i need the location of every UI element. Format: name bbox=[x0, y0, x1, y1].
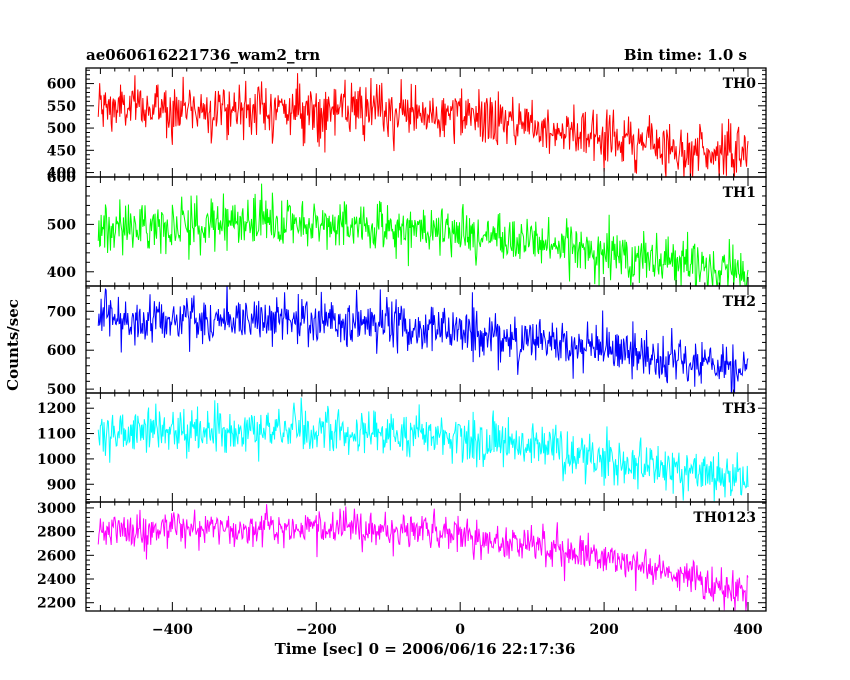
panel-th0: 400 450 500 550 600 TH0 bbox=[47, 67, 767, 182]
panel-th1: 400 500 600 TH1 bbox=[47, 170, 767, 287]
panel-th2: 500 600 700 TH2 bbox=[47, 285, 767, 398]
y-tick-label: 1100 bbox=[37, 427, 76, 443]
series-line-th3 bbox=[97, 397, 749, 502]
y-tick-label: 1000 bbox=[37, 452, 76, 468]
panel-th3: 900 1000 1100 1200 TH3 bbox=[37, 392, 767, 503]
y-tick-label: 2800 bbox=[37, 525, 76, 541]
y-tick-label: 600 bbox=[47, 343, 76, 359]
y-tick-label: 2400 bbox=[37, 572, 76, 588]
x-tick-label: −200 bbox=[296, 622, 337, 638]
series-line-th0 bbox=[97, 73, 749, 177]
x-tick-label: 400 bbox=[733, 622, 762, 638]
panels-group: 400 450 500 550 600 TH0 400 500 600 TH1 500 600 700 T… bbox=[37, 67, 767, 638]
y-tick-label: 600 bbox=[47, 170, 76, 186]
y-tick-label: 600 bbox=[47, 77, 76, 93]
y-tick-label: 500 bbox=[47, 217, 76, 233]
x-axis-label: Time [sec] 0 = 2006/06/16 22:17:36 bbox=[275, 640, 576, 658]
panel-label-th3: TH3 bbox=[723, 401, 756, 417]
y-tick-label: 500 bbox=[47, 121, 76, 137]
y-tick-label: 1200 bbox=[37, 401, 76, 417]
x-tick-label: 0 bbox=[455, 622, 465, 638]
panel-frame bbox=[85, 501, 767, 612]
y-axis-label: Counts/sec bbox=[4, 299, 22, 391]
y-tick-label: 400 bbox=[47, 166, 76, 182]
panel-frame bbox=[85, 392, 767, 503]
panel-label-th1: TH1 bbox=[723, 185, 756, 201]
panel-label-th0123: TH0123 bbox=[693, 510, 756, 526]
series-line-th0123 bbox=[97, 504, 749, 611]
y-tick-label: 900 bbox=[47, 477, 76, 493]
y-tick-label: 450 bbox=[47, 143, 76, 159]
y-tick-label: 550 bbox=[47, 99, 76, 115]
y-tick-label: 3000 bbox=[37, 501, 76, 517]
x-tick-label: −400 bbox=[152, 622, 193, 638]
panel-label-th0: TH0 bbox=[723, 76, 757, 92]
series-line-th1 bbox=[97, 183, 749, 286]
y-tick-label: 500 bbox=[47, 382, 76, 398]
series-line-th2 bbox=[97, 286, 749, 393]
y-tick-label: 2600 bbox=[37, 548, 76, 564]
chart-title: ae060616221736_wam2_trn bbox=[86, 46, 320, 64]
panel-frame bbox=[85, 285, 767, 394]
x-tick-label: 200 bbox=[589, 622, 618, 638]
panel-label-th2: TH2 bbox=[723, 294, 756, 310]
bin-time-label: Bin time: 1.0 s bbox=[624, 46, 747, 64]
y-tick-label: 400 bbox=[47, 265, 76, 281]
y-tick-label: 700 bbox=[47, 304, 76, 320]
panel-th0123: 2200 2400 2600 2800 3000 TH0123 bbox=[37, 501, 767, 612]
y-tick-label: 2200 bbox=[37, 596, 76, 612]
